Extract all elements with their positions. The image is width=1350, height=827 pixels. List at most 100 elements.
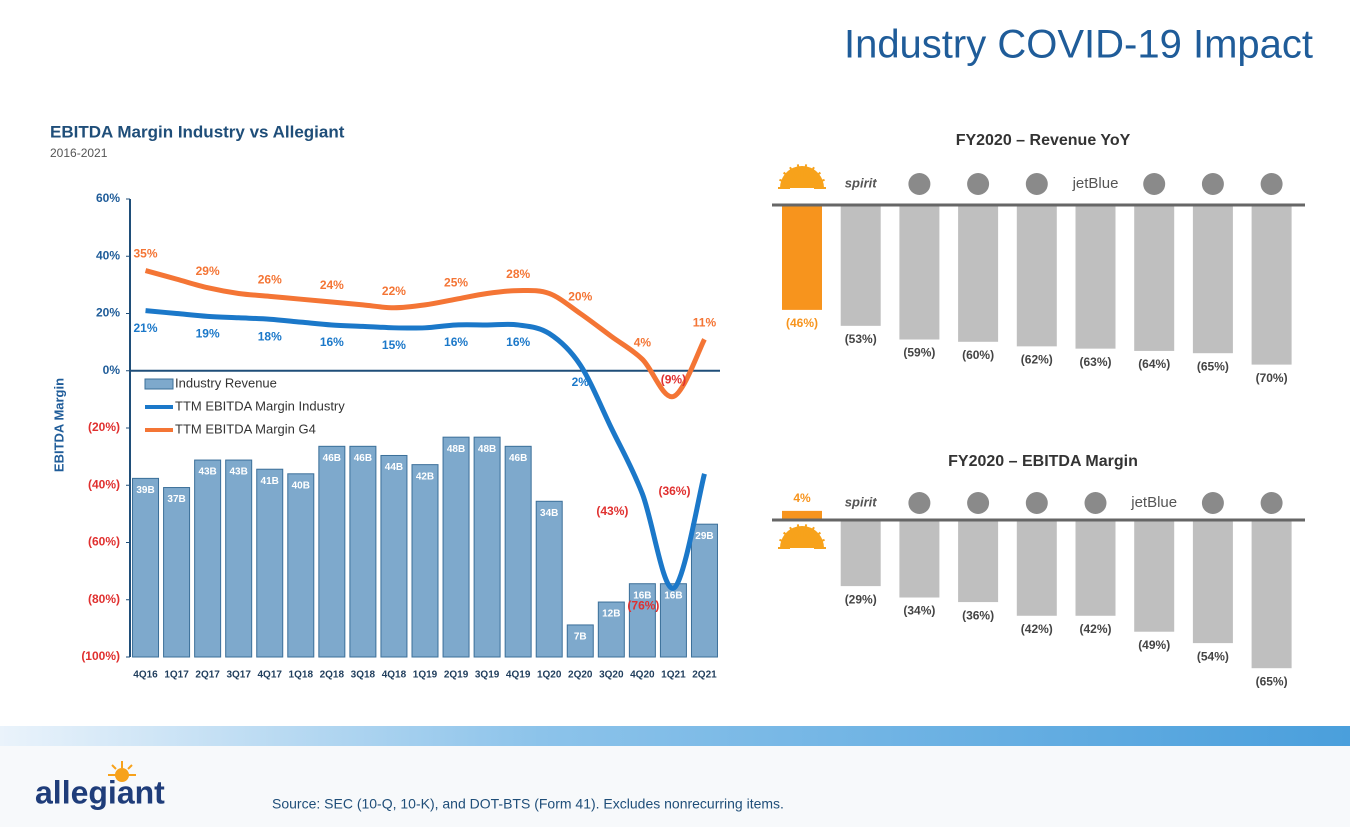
x-tick-label: 4Q16 xyxy=(133,670,158,681)
x-tick-label: 4Q17 xyxy=(258,670,283,681)
bar xyxy=(1016,205,1057,347)
sun-ray xyxy=(796,524,801,537)
legend-label: TTM EBITDA Margin Industry xyxy=(175,398,345,413)
line-label: 19% xyxy=(196,327,220,341)
sun-ray xyxy=(807,166,815,179)
y-tick-label: 20% xyxy=(96,306,120,320)
x-tick-label: 1Q17 xyxy=(164,670,189,681)
bar-label: 46B xyxy=(509,453,527,464)
bar-label: (42%) xyxy=(1021,622,1053,636)
bar-label: 43B xyxy=(198,467,216,478)
line-label: 29% xyxy=(196,264,220,278)
x-tick-label: 4Q19 xyxy=(506,670,531,681)
bar xyxy=(318,445,346,658)
legend-swatch xyxy=(144,378,174,390)
bar-label: (53%) xyxy=(845,332,877,346)
bar-label: (49%) xyxy=(1138,638,1170,652)
x-tick-label: 4Q20 xyxy=(630,670,655,681)
bar-label: 46B xyxy=(323,453,341,464)
bar-label: (60%) xyxy=(962,348,994,362)
bar xyxy=(163,487,191,658)
airline-logo xyxy=(1143,173,1166,195)
bar xyxy=(690,523,718,658)
bar-label: 48B xyxy=(447,444,465,455)
bar-label: 41B xyxy=(261,476,279,487)
bar-label: (29%) xyxy=(845,592,877,606)
bar-label: (36%) xyxy=(962,608,994,622)
bar xyxy=(958,520,999,603)
x-tick-label: 3Q19 xyxy=(475,670,500,681)
bar-label: (46%) xyxy=(786,316,818,330)
airline-logo xyxy=(1201,173,1224,195)
bar-label: 37B xyxy=(167,494,185,505)
bar xyxy=(597,601,625,658)
bar xyxy=(473,436,501,658)
line-label: (43%) xyxy=(596,504,628,518)
chart-subtitle: 2016-2021 xyxy=(50,146,108,160)
bar-label: 4% xyxy=(793,491,811,505)
airline-logo xyxy=(1260,173,1283,195)
bar xyxy=(349,445,377,658)
bar-label: 12B xyxy=(602,609,620,620)
bar-label: (59%) xyxy=(903,346,935,360)
bar-label: (70%) xyxy=(1256,371,1288,385)
logo-sun xyxy=(108,761,136,782)
bar xyxy=(1016,520,1057,616)
bar xyxy=(566,624,594,658)
airline-logo xyxy=(908,492,931,514)
sun-ray xyxy=(789,526,797,539)
category-label: jetBlue xyxy=(1072,175,1119,192)
line-series xyxy=(145,308,707,591)
bar-label: 40B xyxy=(292,480,310,491)
bar xyxy=(1192,205,1233,354)
category-label: spirit xyxy=(845,175,877,190)
y-tick-label: (80%) xyxy=(88,592,120,606)
bar xyxy=(287,473,315,658)
bar xyxy=(840,520,881,587)
legend-label: Industry Revenue xyxy=(175,375,277,390)
bar-label: (64%) xyxy=(1138,357,1170,371)
bar xyxy=(958,205,999,342)
airline-logo xyxy=(1260,492,1283,514)
bar xyxy=(1251,520,1292,669)
logo: allegiant xyxy=(35,774,165,810)
bar-label: 44B xyxy=(385,462,403,473)
bar-label: 16B xyxy=(664,590,682,601)
bar xyxy=(380,454,408,658)
line-label: 20% xyxy=(568,290,592,304)
bar-label: 29B xyxy=(695,531,713,542)
airline-logo xyxy=(967,173,990,195)
line-label: 26% xyxy=(258,272,282,286)
bar xyxy=(1251,205,1292,365)
bar xyxy=(1075,205,1116,349)
category-label: jetBlue xyxy=(1130,494,1177,511)
line-label: 16% xyxy=(506,335,530,349)
bar-label: (42%) xyxy=(1079,622,1111,636)
bar-label: 43B xyxy=(230,467,248,478)
sun-ray xyxy=(782,171,794,182)
airline-logo xyxy=(1025,492,1048,514)
bar xyxy=(1134,520,1175,632)
x-tick-label: 2Q18 xyxy=(320,670,345,681)
line-label: 22% xyxy=(382,284,406,298)
line-label: (76%) xyxy=(627,598,659,612)
x-tick-label: 3Q18 xyxy=(351,670,376,681)
line-label: 24% xyxy=(320,278,344,292)
y-tick-label: 60% xyxy=(96,191,120,205)
line-label: 18% xyxy=(258,329,282,343)
bar xyxy=(1075,520,1116,616)
footer-area xyxy=(0,746,1350,827)
footer-note: Source: SEC (10-Q, 10-K), and DOT-BTS (F… xyxy=(272,796,784,812)
bar-label: 48B xyxy=(478,444,496,455)
bar xyxy=(899,205,940,340)
bar-label: 42B xyxy=(416,471,434,482)
bar xyxy=(782,205,822,310)
slide-title: Industry COVID-19 Impact xyxy=(844,23,1313,67)
line-label: 2% xyxy=(572,375,590,389)
bar-label: 7B xyxy=(574,632,587,643)
legend-label: TTM EBITDA Margin G4 xyxy=(175,421,316,436)
line-label: (36%) xyxy=(658,484,690,498)
